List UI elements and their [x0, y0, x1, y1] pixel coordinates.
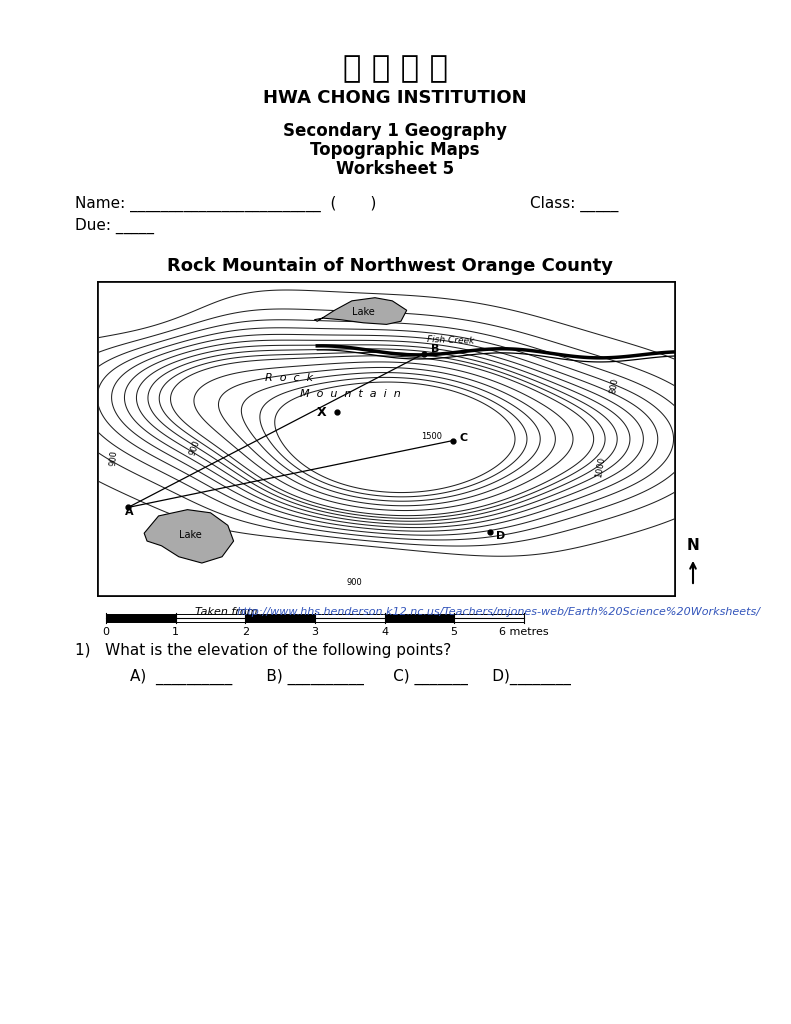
Text: C: C: [460, 432, 468, 442]
Text: A: A: [125, 507, 134, 517]
Text: Lake: Lake: [352, 307, 375, 316]
Text: HWA CHONG INSTITUTION: HWA CHONG INSTITUTION: [263, 89, 527, 106]
Text: B: B: [431, 344, 439, 354]
Text: Due: _____: Due: _____: [75, 218, 154, 234]
Text: 900: 900: [108, 450, 119, 466]
Text: Taken from: Taken from: [195, 607, 261, 617]
Text: X: X: [316, 406, 326, 419]
Text: Fish Creek: Fish Creek: [427, 335, 475, 345]
Text: 3: 3: [312, 627, 318, 637]
Bar: [384, 614, 454, 622]
Text: 6 metres: 6 metres: [499, 627, 549, 637]
Text: Secondary 1 Geography: Secondary 1 Geography: [283, 122, 507, 140]
Text: D: D: [496, 530, 505, 541]
Polygon shape: [314, 298, 407, 325]
Text: 800: 800: [608, 377, 620, 394]
Text: A)  __________       B) __________      C) _______     D)________: A) __________ B) __________ C) _______ D…: [130, 669, 571, 685]
Bar: [106, 614, 176, 622]
Bar: [315, 614, 384, 622]
Text: Lake: Lake: [179, 529, 202, 540]
Bar: [245, 614, 315, 622]
Text: 1500: 1500: [421, 432, 442, 441]
Text: N: N: [687, 538, 699, 553]
Text: 4: 4: [381, 627, 388, 637]
Text: 2: 2: [242, 627, 249, 637]
Bar: [176, 614, 245, 622]
Bar: [98, 282, 675, 596]
Text: R  o  c  k: R o c k: [265, 373, 313, 383]
Text: 1)   What is the elevation of the following points?: 1) What is the elevation of the followin…: [75, 642, 451, 657]
Text: M  o  u  n  t  a  i  n: M o u n t a i n: [300, 389, 401, 398]
Text: Topographic Maps: Topographic Maps: [310, 141, 480, 159]
Text: 5: 5: [451, 627, 458, 637]
Polygon shape: [144, 510, 233, 563]
Text: 1: 1: [172, 627, 179, 637]
Text: 900: 900: [346, 578, 361, 587]
Text: Rock Mountain of Northwest Orange County: Rock Mountain of Northwest Orange County: [167, 257, 613, 275]
Text: http://www.hhs.henderson.k12.nc.us/Teachers/mjones-web/Earth%20Science%20Workshe: http://www.hhs.henderson.k12.nc.us/Teach…: [237, 607, 761, 617]
Text: 900: 900: [187, 439, 201, 457]
Text: Name: _________________________  (       ): Name: _________________________ ( ): [75, 196, 377, 212]
Text: Worksheet 5: Worksheet 5: [336, 160, 454, 178]
Text: Class: _____: Class: _____: [530, 196, 619, 212]
Text: 0: 0: [103, 627, 109, 637]
Bar: [454, 614, 524, 622]
Text: 華 僑 中 學: 華 僑 中 學: [343, 53, 448, 85]
Text: 1000: 1000: [594, 457, 607, 478]
